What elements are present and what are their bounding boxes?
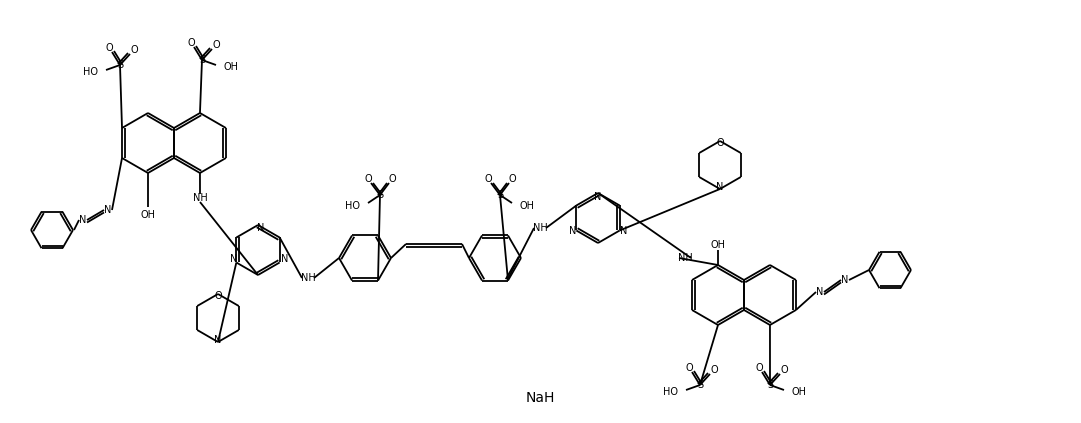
Text: N: N — [281, 255, 289, 264]
Text: NH: NH — [678, 253, 692, 263]
Text: OH: OH — [224, 62, 239, 72]
Text: OH: OH — [710, 240, 725, 250]
Text: HO: HO — [83, 67, 98, 77]
Text: OH: OH — [792, 387, 808, 397]
Text: N: N — [79, 215, 86, 225]
Text: N: N — [717, 182, 723, 192]
Text: NH: NH — [192, 193, 208, 203]
Text: O: O — [717, 138, 724, 148]
Text: HO: HO — [663, 387, 678, 397]
Text: S: S — [497, 190, 503, 200]
Text: N: N — [229, 255, 237, 264]
Text: O: O — [508, 174, 516, 184]
Text: O: O — [685, 363, 693, 373]
Text: O: O — [187, 38, 195, 48]
Text: N: N — [595, 192, 602, 202]
Text: S: S — [766, 380, 773, 390]
Text: S: S — [199, 55, 205, 65]
Text: S: S — [117, 60, 123, 70]
Text: N: N — [620, 225, 627, 236]
Text: O: O — [214, 291, 222, 301]
Text: O: O — [388, 174, 396, 184]
Text: O: O — [756, 363, 763, 373]
Text: NH: NH — [533, 223, 547, 233]
Text: S: S — [697, 380, 703, 390]
Text: HO: HO — [345, 201, 360, 211]
Text: N: N — [569, 225, 576, 236]
Text: O: O — [105, 43, 112, 53]
Text: O: O — [212, 40, 219, 50]
Text: NH: NH — [301, 273, 316, 283]
Text: O: O — [130, 45, 137, 55]
Text: O: O — [484, 174, 492, 184]
Text: O: O — [364, 174, 372, 184]
Text: N: N — [257, 223, 265, 233]
Text: O: O — [710, 365, 718, 375]
Text: N: N — [104, 205, 111, 215]
Text: O: O — [780, 365, 788, 375]
Text: N: N — [816, 287, 824, 297]
Text: S: S — [377, 190, 383, 200]
Text: OH: OH — [141, 210, 156, 220]
Text: NaH: NaH — [525, 391, 555, 405]
Text: N: N — [214, 335, 222, 345]
Text: OH: OH — [520, 201, 535, 211]
Text: N: N — [841, 275, 849, 285]
